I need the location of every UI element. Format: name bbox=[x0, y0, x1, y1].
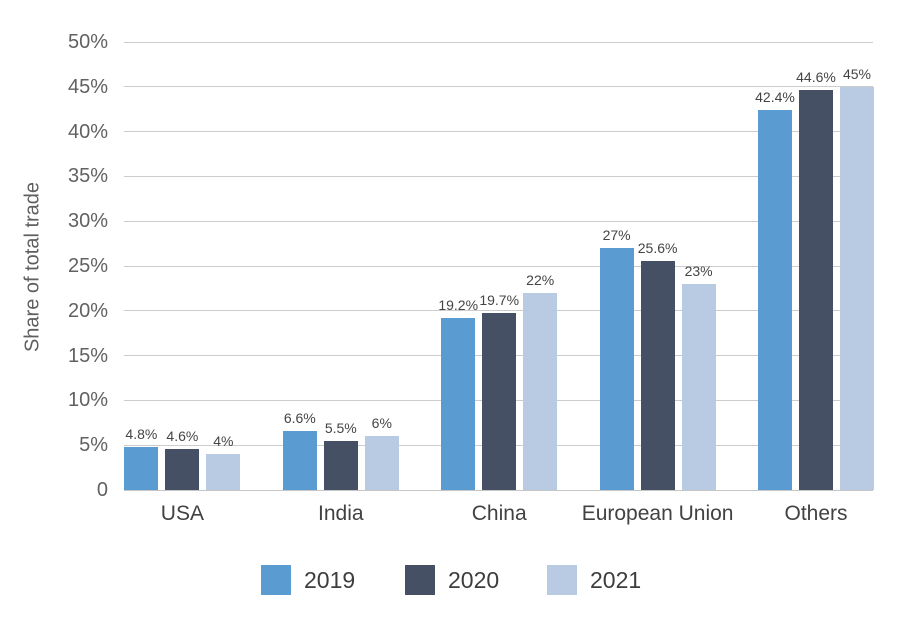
bar-2019-european-union bbox=[599, 248, 634, 490]
bar-2019-usa bbox=[124, 446, 159, 490]
value-label-2019-india: 6.6% bbox=[283, 409, 316, 426]
legend-item-2020: 2020 bbox=[405, 565, 499, 595]
gridline bbox=[124, 310, 873, 312]
x-axis-label-european-union: European Union bbox=[581, 502, 734, 525]
legend-swatch-2019 bbox=[261, 565, 291, 595]
value-label-2019-usa: 4.8% bbox=[125, 425, 158, 442]
value-label-2021-india: 6% bbox=[371, 415, 392, 432]
value-label-2020-european-union: 25.6% bbox=[637, 239, 678, 256]
bar-2020-china bbox=[482, 313, 517, 490]
legend-item-2019: 2019 bbox=[261, 565, 355, 595]
legend-label-2019: 2019 bbox=[304, 566, 356, 593]
y-axis-tick-label: 15% bbox=[67, 344, 108, 367]
gridline bbox=[124, 131, 873, 133]
legend-label-2021: 2021 bbox=[590, 566, 642, 593]
bar-2020-european-union bbox=[640, 260, 675, 490]
value-label-2020-usa: 4.6% bbox=[166, 427, 199, 444]
y-axis-tick-label: 30% bbox=[67, 210, 108, 233]
value-label-2020-china: 19.7% bbox=[479, 292, 520, 309]
x-axis-baseline bbox=[124, 489, 873, 491]
gridline bbox=[124, 41, 873, 43]
gridline bbox=[124, 220, 873, 222]
y-axis-tick-label: 50% bbox=[67, 31, 108, 53]
y-axis-tick-label: 0 bbox=[96, 479, 108, 501]
bar-2019-china bbox=[441, 317, 476, 490]
bar-2021-others bbox=[840, 86, 874, 490]
legend-item-2021: 2021 bbox=[547, 565, 641, 595]
legend-swatch-2021 bbox=[547, 565, 577, 595]
legend-label-2020: 2020 bbox=[448, 566, 500, 593]
x-axis-label-china: China bbox=[471, 502, 527, 525]
x-axis-label-others: Others bbox=[784, 502, 848, 525]
gridline bbox=[124, 86, 873, 88]
value-label-2021-china: 22% bbox=[526, 271, 555, 288]
value-label-2019-european-union: 27% bbox=[602, 227, 631, 244]
y-axis-tick-label: 5% bbox=[79, 434, 108, 457]
value-label-2020-india: 5.5% bbox=[324, 419, 357, 436]
value-label-2021-usa: 4% bbox=[213, 433, 234, 450]
y-axis-tick-label: 40% bbox=[67, 120, 108, 143]
y-axis-tick-label: 35% bbox=[67, 165, 108, 188]
bar-2020-others bbox=[799, 90, 833, 490]
x-axis-label-usa: USA bbox=[160, 502, 204, 525]
bar-2020-india bbox=[323, 440, 358, 490]
value-label-2021-others: 45% bbox=[842, 65, 872, 82]
bar-2019-india bbox=[282, 430, 317, 490]
bar-2021-china bbox=[523, 292, 558, 490]
bar-2021-usa bbox=[206, 454, 241, 490]
y-axis-tick-label: 20% bbox=[67, 299, 108, 322]
y-axis-tick-label: 45% bbox=[67, 75, 108, 98]
value-label-2020-others: 44.6% bbox=[796, 69, 836, 86]
x-axis-label-india: India bbox=[318, 502, 364, 525]
y-axis-tick-label: 25% bbox=[67, 255, 108, 277]
y-axis-tick-label: 10% bbox=[67, 389, 108, 412]
bar-2021-india bbox=[364, 436, 399, 490]
value-label-2019-others: 42.4% bbox=[755, 89, 795, 106]
gridline bbox=[124, 265, 873, 267]
value-label-2019-china: 19.2% bbox=[438, 296, 479, 313]
legend-swatch-2020 bbox=[405, 565, 435, 595]
bar-2019-others bbox=[758, 110, 792, 490]
bar-2021-european-union bbox=[681, 283, 716, 490]
gridline bbox=[124, 175, 873, 177]
value-label-2021-european-union: 23% bbox=[684, 262, 713, 279]
bar-2020-usa bbox=[165, 448, 200, 490]
